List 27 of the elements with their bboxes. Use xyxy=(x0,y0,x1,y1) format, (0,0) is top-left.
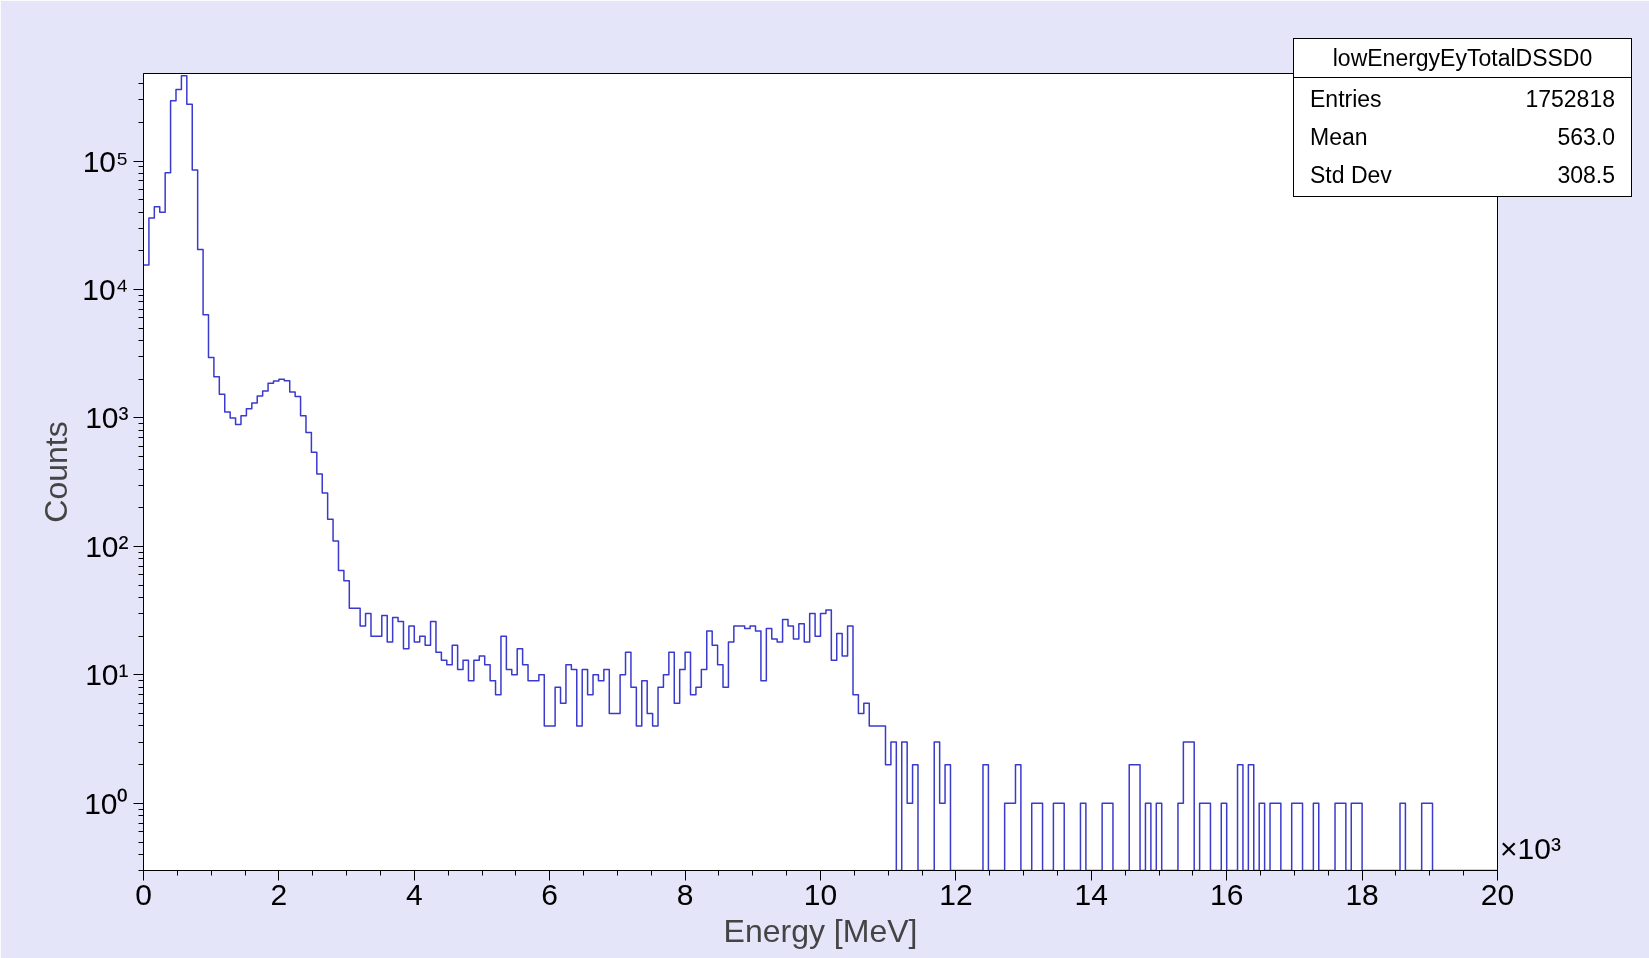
annotation: Std Dev xyxy=(1310,161,1392,189)
text: 1752818 xyxy=(1525,85,1615,113)
text: 563.0 xyxy=(1557,123,1615,151)
x-tick-label: 16 xyxy=(1210,877,1244,911)
x-tick-label: 10 xyxy=(803,877,838,911)
x-tick-label: 14 xyxy=(1074,877,1108,911)
y-tick-label: 10⁰ xyxy=(84,786,129,820)
x-tick-label: 20 xyxy=(1480,877,1515,911)
y-axis-title: Counts xyxy=(38,421,75,523)
x-tick-label: 18 xyxy=(1345,877,1379,911)
x-tick-label: 8 xyxy=(676,877,694,911)
x-tick-label: 2 xyxy=(270,877,288,911)
y-tick-label: 10⁴ xyxy=(82,272,129,306)
x-tick-label: 0 xyxy=(135,877,152,911)
text: 308.5 xyxy=(1557,161,1615,189)
x-axis-title: Energy [MeV] xyxy=(723,912,918,949)
x-tick-label: 12 xyxy=(939,877,973,911)
x-tick-label: 4 xyxy=(405,877,423,911)
y-tick-label: 10² xyxy=(85,529,129,563)
y-tick-label: 10³ xyxy=(85,401,129,435)
annotation: Mean xyxy=(1310,123,1368,151)
annotation: Entries xyxy=(1310,85,1382,113)
text: lowEnergyEyTotalDSSD0 xyxy=(1294,39,1631,78)
x-tick-label: 6 xyxy=(541,877,559,911)
y-tick-label: 10⁵ xyxy=(82,144,129,178)
text: ×10³ xyxy=(1500,832,1561,866)
y-tick-label: 10¹ xyxy=(85,658,129,692)
